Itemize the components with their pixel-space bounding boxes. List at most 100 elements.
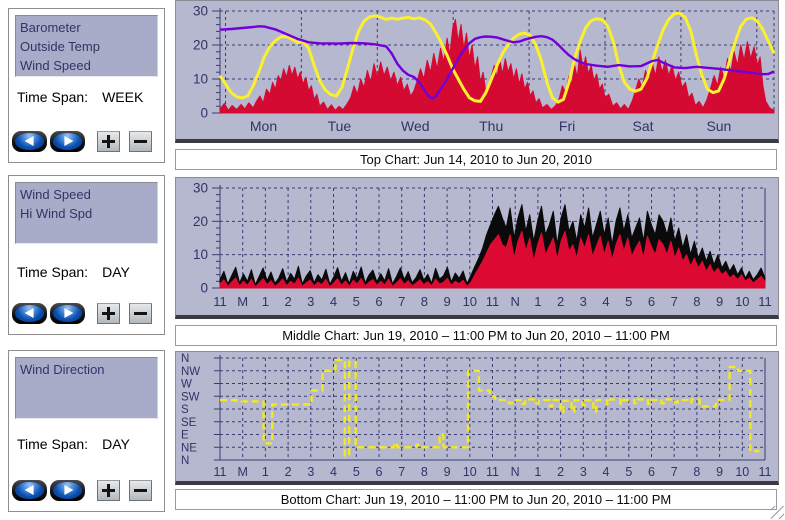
svg-text:7: 7 [398, 294, 405, 309]
svg-text:4: 4 [602, 294, 609, 309]
svg-text:2: 2 [285, 465, 292, 479]
svg-text:30: 30 [193, 181, 208, 196]
svg-text:Mon: Mon [250, 118, 277, 134]
forward-button[interactable] [50, 479, 85, 501]
svg-text:1: 1 [262, 294, 269, 309]
svg-text:E: E [181, 430, 189, 442]
svg-text:Thu: Thu [479, 118, 503, 134]
time-span-value: DAY [102, 264, 130, 280]
svg-text:0: 0 [200, 106, 208, 121]
svg-text:M: M [237, 294, 248, 309]
time-span-row: Time Span: DAY [17, 436, 130, 452]
back-arrow-icon [15, 481, 44, 499]
svg-text:Sat: Sat [632, 118, 653, 134]
window-resize-grip[interactable] [771, 506, 784, 519]
svg-text:5: 5 [625, 294, 632, 309]
back-button[interactable] [12, 302, 47, 324]
svg-text:10: 10 [193, 247, 208, 262]
back-button[interactable] [12, 479, 47, 501]
minus-icon [134, 488, 147, 492]
series-item-hi-wind-spd[interactable]: Hi Wind Spd [20, 206, 93, 221]
svg-text:7: 7 [671, 465, 678, 479]
svg-text:4: 4 [330, 465, 337, 479]
bottom-panel-controls: Wind Direction Time Span: DAY [8, 350, 165, 512]
svg-text:NE: NE [181, 442, 197, 454]
time-span-label: Time Span: [17, 264, 89, 280]
svg-text:6: 6 [376, 465, 383, 479]
svg-text:N: N [511, 465, 520, 479]
time-span-value: WEEK [102, 89, 144, 105]
svg-text:Tue: Tue [328, 118, 352, 134]
svg-text:7: 7 [398, 465, 405, 479]
bottom-plot-series-list: Wind Direction [15, 357, 158, 419]
zoom-out-button[interactable] [129, 130, 152, 152]
time-span-row: Time Span: WEEK [17, 89, 143, 105]
zoom-in-button[interactable] [97, 479, 120, 501]
svg-text:SW: SW [181, 391, 200, 403]
svg-text:6: 6 [375, 294, 382, 309]
time-span-value: DAY [102, 436, 130, 452]
top-nav-buttons [12, 130, 152, 152]
svg-text:2: 2 [557, 294, 564, 309]
zoom-in-button[interactable] [97, 130, 120, 152]
svg-text:9: 9 [716, 294, 723, 309]
series-item-wind-direction[interactable]: Wind Direction [20, 362, 105, 377]
svg-text:8: 8 [693, 465, 700, 479]
svg-text:5: 5 [353, 465, 360, 479]
svg-text:NW: NW [181, 366, 200, 378]
minus-icon [134, 311, 147, 315]
time-span-row: Time Span: DAY [17, 264, 130, 280]
svg-text:11: 11 [214, 465, 227, 479]
svg-text:3: 3 [307, 465, 314, 479]
svg-text:10: 10 [735, 465, 749, 479]
svg-text:2: 2 [557, 465, 564, 479]
svg-text:10: 10 [463, 294, 477, 309]
zoom-out-button[interactable] [129, 479, 152, 501]
series-item-outside-temp[interactable]: Outside Temp [20, 39, 100, 54]
svg-text:30: 30 [193, 4, 208, 19]
middle-nav-buttons [12, 302, 152, 324]
series-item-barometer[interactable]: Barometer [20, 20, 81, 35]
svg-text:2: 2 [284, 294, 291, 309]
svg-text:9: 9 [444, 465, 451, 479]
svg-text:4: 4 [330, 294, 337, 309]
svg-text:W: W [181, 379, 192, 391]
series-item-wind-speed[interactable]: Wind Speed [20, 58, 91, 73]
svg-text:10: 10 [735, 294, 749, 309]
time-span-label: Time Span: [17, 436, 89, 452]
top-panel-controls: Barometer Outside Temp Wind Speed Time S… [8, 8, 165, 163]
svg-text:11: 11 [758, 294, 772, 309]
middle-chart-panel: 0 10 20 30 11 M 1 2 3 4 5 6 7 8 9 10 11 N 1 2 3 4 5 6 7 8 9 10 11 [175, 177, 779, 319]
svg-text:8: 8 [421, 294, 428, 309]
zoom-out-button[interactable] [129, 302, 152, 324]
bottom-nav-buttons [12, 479, 152, 501]
forward-arrow-icon [53, 304, 82, 322]
series-item-wind-speed[interactable]: Wind Speed [20, 187, 91, 202]
top-chart: 0 10 20 30 Mon Tue Wed Thu Fri Sat Sun [193, 4, 776, 134]
svg-text:N: N [181, 455, 189, 467]
svg-text:N: N [181, 353, 189, 365]
svg-text:11: 11 [486, 294, 500, 309]
forward-button[interactable] [50, 302, 85, 324]
svg-text:0: 0 [200, 281, 208, 296]
svg-text:3: 3 [307, 294, 314, 309]
middle-panel-controls: Wind Speed Hi Wind Spd Time Span: DAY [8, 175, 165, 335]
svg-text:6: 6 [648, 465, 655, 479]
svg-text:11: 11 [213, 294, 227, 309]
svg-text:6: 6 [648, 294, 655, 309]
time-span-label: Time Span: [17, 89, 89, 105]
back-arrow-icon [15, 304, 44, 322]
back-button[interactable] [12, 130, 47, 152]
svg-text:1: 1 [534, 294, 541, 309]
svg-text:8: 8 [693, 294, 700, 309]
svg-text:10: 10 [193, 72, 208, 87]
bottom-chart-caption: Bottom Chart: Jun 19, 2010 – 11:00 PM to… [175, 489, 777, 510]
svg-text:S: S [181, 404, 189, 416]
zoom-in-button[interactable] [97, 302, 120, 324]
svg-text:11: 11 [486, 465, 499, 479]
forward-button[interactable] [50, 130, 85, 152]
top-plot-series-list: Barometer Outside Temp Wind Speed [15, 15, 158, 77]
